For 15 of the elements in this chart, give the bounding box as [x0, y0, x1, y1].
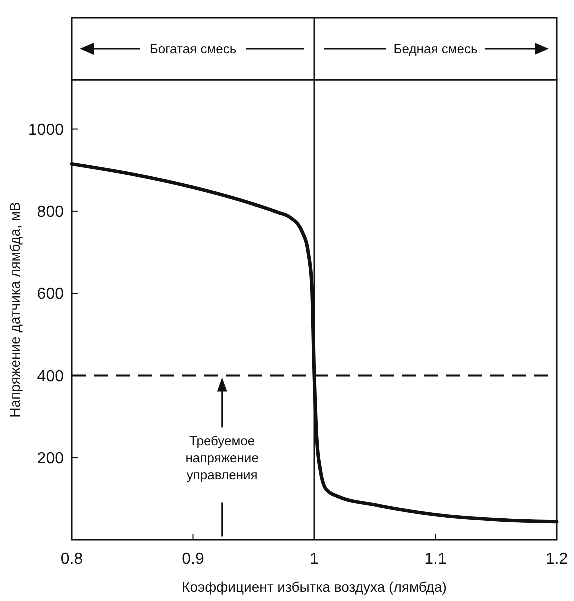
x-tick-label: 0.8 [60, 551, 84, 568]
x-tick-label: 1 [310, 551, 320, 568]
y-tick-label: 200 [37, 450, 64, 468]
x-tick-label: 1.1 [424, 551, 447, 568]
y-tick-label: 1000 [28, 122, 64, 139]
y-tick-label: 600 [37, 286, 64, 304]
x-tick-label: 1.2 [546, 551, 568, 568]
text: Бедная смесь [394, 42, 478, 57]
y-tick-label: 400 [37, 368, 64, 386]
text: Богатая смесь [150, 42, 237, 57]
annotation: Требуемое напряжение управления [186, 434, 259, 483]
x-axis-title: Коэффициент избытка воздуха (лямбда) [182, 579, 447, 595]
y-tick-label: 800 [37, 204, 64, 222]
y-axis-title: Напряжение датчика лямбда, мВ [7, 202, 23, 418]
x-tick-label: 0.9 [182, 551, 204, 568]
